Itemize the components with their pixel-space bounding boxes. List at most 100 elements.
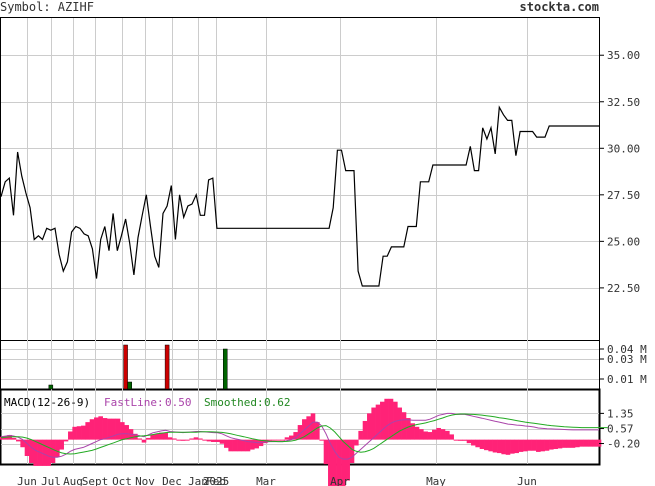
price-panel-frame: [0, 17, 600, 341]
fastline-value: 0.50: [165, 396, 192, 409]
volume-panel-frame: [0, 340, 600, 390]
macd-title: MACD(12-26-9): [4, 396, 90, 409]
macd-histogram-bar: [224, 439, 229, 448]
macd-histogram-bar: [575, 439, 580, 448]
macd-histogram-bar: [562, 439, 567, 448]
macd-histogram-bar: [271, 439, 277, 441]
macd-histogram-bar: [423, 431, 428, 440]
macd-histogram-bar: [76, 426, 82, 440]
price-tick-label: 32.50: [607, 96, 640, 109]
macd-histogram-bar: [111, 418, 116, 440]
month-label: Sept: [82, 475, 109, 486]
macd-histogram-bar: [362, 420, 368, 440]
brand-label: stockta.com: [520, 0, 599, 14]
macd-histogram-bar: [159, 432, 164, 440]
month-label: Oct: [112, 475, 132, 486]
month-label: Jun: [517, 475, 537, 486]
macd-histogram-bar: [588, 439, 593, 447]
month-label: Nov: [135, 475, 155, 486]
macd-histogram-bar: [549, 439, 554, 450]
macd-histogram-bar: [345, 439, 350, 481]
month-label: Apr: [330, 475, 350, 486]
price-axis: 35.00 32.50 30.00 27.50 25.00 22.50: [599, 49, 640, 295]
macd-histogram-bar: [102, 418, 108, 440]
volume-bar: [123, 344, 128, 390]
macd-histogram-bar: [492, 439, 498, 453]
macd-histogram-bar: [466, 439, 472, 444]
macd-histogram-bar: [393, 401, 398, 440]
macd-histogram-bar: [63, 439, 69, 442]
macd-histogram-bar: [237, 439, 242, 452]
volume-tick-label: 0.03 M: [607, 353, 647, 366]
macd-histogram-bar: [293, 432, 298, 440]
macd-histogram-bar: [445, 430, 450, 440]
macd-histogram-bar: [323, 439, 329, 465]
macd-histogram-bar: [198, 438, 203, 440]
volume-bar: [127, 381, 132, 390]
macd-histogram-bar: [150, 434, 155, 440]
macd-histogram-bar: [358, 430, 363, 440]
macd-histogram-bar: [211, 439, 216, 442]
macd-histogram-bar: [380, 401, 385, 440]
macd-histogram-bar: [124, 425, 129, 440]
macd-histogram-bar: [81, 425, 86, 440]
volume-axis: 0.04 M0.03 M 0.01 M: [599, 343, 647, 386]
macd-histogram-bar: [306, 416, 311, 440]
macd-histogram-bar: [263, 439, 268, 444]
macd-histogram-bar: [250, 439, 255, 450]
macd-histogram-bar: [332, 439, 337, 486]
macd-histogram-bar: [115, 418, 121, 440]
macd-histogram-bar: [449, 434, 454, 440]
macd-histogram-bar: [328, 439, 333, 486]
macd-histogram-bar: [458, 439, 463, 441]
macd-tick-label: -0.20: [607, 438, 640, 451]
month-label: Jun: [17, 475, 37, 486]
macd-histogram-bar: [436, 427, 441, 440]
macd-histogram-bar: [388, 398, 394, 440]
volume-bar: [164, 344, 170, 390]
macd-histogram-bar: [55, 439, 60, 458]
macd-histogram-bar: [514, 439, 519, 454]
month-label: Mar: [256, 475, 276, 486]
macd-histogram-bar: [89, 419, 95, 440]
price-tick-label: 22.50: [607, 282, 640, 295]
macd-fast-line: [0, 412, 599, 460]
macd-histogram-bar: [232, 439, 238, 452]
macd-histogram-bar: [68, 431, 73, 440]
price-line: [0, 105, 599, 287]
smoothed-label: Smoothed:: [204, 396, 264, 409]
macd-histogram-bar: [315, 422, 320, 440]
macd-histogram-bar: [375, 404, 381, 440]
macd-histogram-bar: [583, 439, 589, 447]
month-label: May: [426, 475, 446, 486]
month-label: Aug: [63, 475, 83, 486]
macd-histogram-bar: [202, 439, 207, 441]
macd-histogram-bar: [453, 439, 459, 441]
macd-histogram-bar: [284, 437, 290, 440]
macd-histogram-bar: [401, 412, 407, 440]
macd-histogram-bar: [215, 439, 220, 442]
macd-histogram-bar: [185, 439, 190, 441]
macd-histogram-bar: [427, 432, 433, 440]
macd-histogram-bar: [518, 439, 524, 452]
volume-bar: [48, 384, 54, 390]
macd-histogram-bar: [163, 432, 168, 440]
macd-histogram-bar: [536, 439, 541, 452]
macd-histogram-bar: [85, 422, 90, 440]
price-series: [0, 105, 599, 287]
volume-tick-label: 0.01 M: [607, 373, 647, 386]
macd-histogram-bar: [94, 417, 99, 440]
macd-histogram-bar: [397, 407, 402, 440]
month-label: Jan: [188, 475, 208, 486]
macd-histogram-bar: [219, 439, 225, 444]
macd-histogram-bar: [137, 438, 142, 440]
macd-histogram-bar: [319, 439, 324, 441]
macd-histogram-bar: [29, 439, 34, 463]
macd-histogram-bar: [280, 439, 285, 441]
macd-histogram-bar: [523, 439, 528, 452]
fastline-label: FastLine:: [104, 396, 164, 409]
macd-histogram-bar: [471, 439, 476, 446]
macd-histogram-bar: [189, 438, 194, 440]
macd-histogram-bar: [193, 437, 199, 440]
